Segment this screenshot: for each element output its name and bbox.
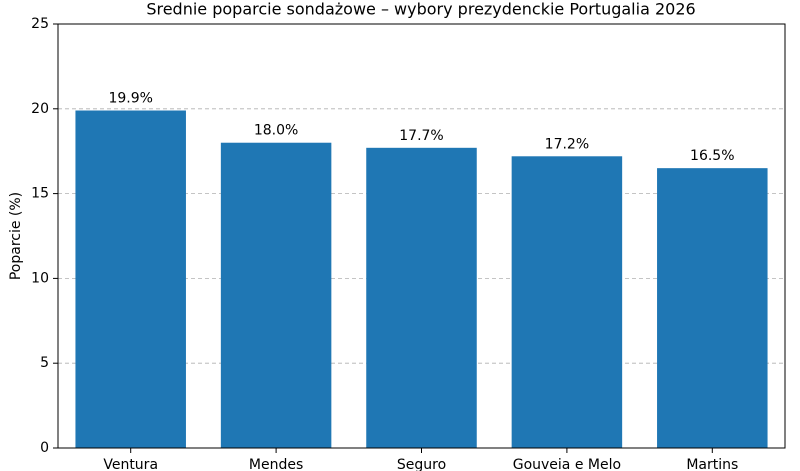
value-label: 17.2% [545,136,589,152]
x-tick-label: Seguro [397,457,446,471]
y-tick-label: 25 [31,16,49,32]
chart-title: Srednie poparcie sondażowe – wybory prez… [146,0,695,19]
y-tick-label: 20 [31,101,49,117]
y-tick-label: 0 [40,440,49,456]
value-label: 18.0% [254,123,298,139]
x-tick-label: Ventura [103,457,158,471]
bar [366,147,477,449]
y-tick-label: 15 [31,186,49,202]
value-label: 19.9% [108,90,152,106]
y-axis-label: Poparcie (%) [8,192,24,280]
bar [511,156,623,448]
value-label: 16.5% [690,148,734,164]
x-tick-label: Martins [686,457,738,471]
bar [657,168,768,448]
bar [220,142,332,448]
y-tick-label: 10 [31,270,49,286]
y-tick-label: 5 [40,355,49,371]
value-label: 17.7% [399,128,443,144]
bar [75,110,186,448]
x-tick-label: Gouveia e Melo [513,457,621,471]
plot-frame [57,23,786,449]
x-tick-label: Mendes [249,457,303,471]
